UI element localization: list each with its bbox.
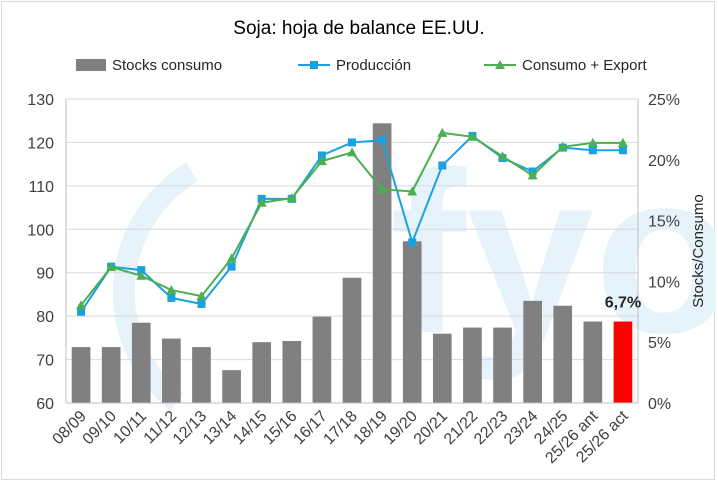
point-producci-n bbox=[137, 266, 146, 275]
point-producci-n bbox=[378, 136, 387, 145]
bar-14-15 bbox=[252, 342, 272, 403]
x-tick-label: 12/13 bbox=[170, 408, 210, 448]
point-producci-n bbox=[408, 238, 417, 247]
point-consumo-export bbox=[557, 141, 568, 151]
bar-23-24 bbox=[523, 300, 542, 403]
right-tick-label: 15% bbox=[648, 214, 680, 231]
left-tick-label: 130 bbox=[27, 92, 54, 109]
point-consumo-export bbox=[617, 137, 628, 147]
point-consumo-export bbox=[587, 137, 598, 147]
x-tick-label: 21/22 bbox=[441, 408, 481, 448]
point-consumo-export bbox=[166, 285, 177, 295]
bar-08-09 bbox=[71, 347, 91, 403]
point-consumo-export bbox=[286, 193, 297, 203]
point-producci-n bbox=[588, 146, 597, 155]
point-producci-n bbox=[197, 299, 206, 308]
x-tick-label: 08/09 bbox=[50, 408, 90, 448]
right-axis-title: Stocks/Consumo bbox=[690, 194, 707, 307]
legend-label-consumo: Consumo + Export bbox=[522, 57, 647, 74]
x-tick-label: 20/21 bbox=[411, 408, 451, 448]
point-consumo-export bbox=[136, 270, 147, 280]
point-consumo-export bbox=[467, 131, 478, 141]
bar-16-17 bbox=[312, 316, 332, 403]
point-consumo-export bbox=[256, 197, 267, 207]
right-tick-label: 0% bbox=[648, 396, 671, 413]
legend-marker-produccion bbox=[310, 61, 318, 69]
left-tick-label: 80 bbox=[36, 309, 54, 326]
bar-15-16 bbox=[282, 340, 302, 403]
point-consumo-export bbox=[407, 186, 418, 196]
chart-title: Soja: hoja de balance EE.UU. bbox=[233, 18, 484, 39]
line-series bbox=[76, 127, 628, 316]
bar-12-13 bbox=[192, 347, 211, 403]
left-tick-label: 70 bbox=[36, 353, 54, 370]
legend-marker-consumo bbox=[495, 60, 505, 69]
bar-25-26-act bbox=[613, 321, 633, 403]
point-consumo-export bbox=[497, 151, 508, 161]
right-tick-label: 20% bbox=[648, 153, 680, 170]
x-tick-label: 16/17 bbox=[290, 408, 330, 448]
point-consumo-export bbox=[226, 253, 237, 263]
point-producci-n bbox=[438, 161, 447, 170]
data-label: 6,7% bbox=[605, 295, 641, 312]
point-consumo-export bbox=[377, 184, 388, 194]
right-tick-label: 5% bbox=[648, 335, 671, 352]
bar-25-26-ant bbox=[583, 321, 603, 403]
bar-22-23 bbox=[493, 327, 512, 403]
x-tick-label: 15/16 bbox=[260, 408, 300, 448]
bar-series bbox=[71, 123, 633, 403]
legend-label-stocks: Stocks consumo bbox=[112, 57, 222, 74]
bar-19-20 bbox=[402, 241, 422, 403]
point-consumo-export bbox=[196, 291, 207, 301]
x-tick-label: 14/15 bbox=[230, 408, 270, 448]
x-tick-label: 18/19 bbox=[351, 408, 391, 448]
left-tick-label: 110 bbox=[28, 179, 54, 196]
point-consumo-export bbox=[106, 262, 117, 272]
left-tick-label: 60 bbox=[36, 396, 54, 413]
point-producci-n bbox=[348, 138, 356, 147]
point-producci-n bbox=[227, 262, 236, 271]
x-tick-label: 10/11 bbox=[111, 408, 151, 448]
point-producci-n bbox=[167, 293, 176, 302]
right-tick-label: 25% bbox=[648, 92, 680, 109]
bar-10-11 bbox=[131, 322, 151, 403]
bar-17-18 bbox=[342, 277, 362, 403]
x-tick-label: 22/23 bbox=[471, 408, 511, 448]
point-consumo-export bbox=[437, 127, 448, 137]
x-tick-label: 17/18 bbox=[320, 408, 360, 448]
legend-swatch-stocks bbox=[76, 59, 106, 71]
x-tick-label: 09/10 bbox=[80, 408, 120, 448]
bar-20-21 bbox=[432, 333, 452, 403]
point-consumo-export bbox=[76, 300, 87, 310]
bar-09-10 bbox=[101, 347, 121, 403]
point-producci-n bbox=[317, 151, 326, 160]
bar-24-25 bbox=[553, 305, 573, 403]
x-tick-label: 23/24 bbox=[501, 408, 541, 448]
left-tick-label: 100 bbox=[27, 222, 54, 239]
right-tick-label: 10% bbox=[648, 274, 680, 291]
point-consumo-export bbox=[316, 156, 327, 166]
point-consumo-export bbox=[527, 170, 538, 180]
point-producci-n bbox=[618, 146, 627, 155]
point-consumo-export bbox=[347, 147, 357, 157]
legend-label-produccion: Producción bbox=[336, 57, 411, 74]
bar-13-14 bbox=[222, 370, 241, 403]
point-producci-n bbox=[77, 307, 86, 316]
x-tick-label: 19/20 bbox=[381, 408, 421, 448]
left-tick-label: 90 bbox=[36, 266, 54, 283]
legend: Stocks consumo Producción Consumo + Export bbox=[76, 57, 647, 74]
x-tick-label: 13/14 bbox=[200, 408, 240, 448]
bar-21-22 bbox=[463, 327, 482, 403]
bar-11-12 bbox=[162, 338, 181, 403]
left-tick-label: 120 bbox=[27, 135, 54, 152]
